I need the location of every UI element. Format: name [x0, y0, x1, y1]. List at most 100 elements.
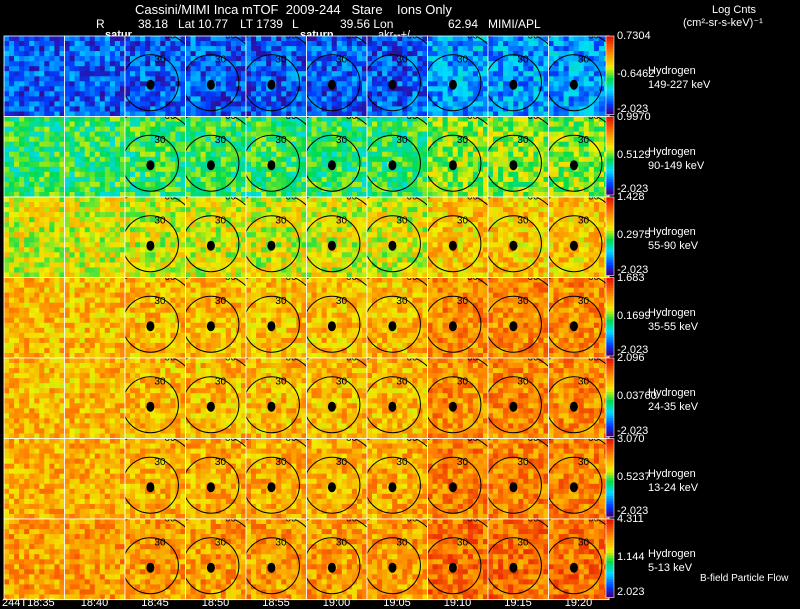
- contour-label: 60: [164, 192, 176, 203]
- time-label: 244T18:35: [2, 597, 55, 609]
- planet-marker: [509, 401, 518, 412]
- planet-marker: [388, 562, 397, 573]
- species-name: Hydrogen: [648, 548, 696, 560]
- contour-label: 30: [336, 457, 348, 468]
- colorbar-max: 2.096: [617, 352, 645, 364]
- contour-label: 30: [275, 296, 287, 307]
- contour-label: 60: [346, 433, 358, 444]
- contour-label: 30: [578, 538, 590, 549]
- contour-30: [427, 456, 482, 514]
- colorbar-min: -2.023: [617, 424, 649, 437]
- contour-label: 60: [164, 31, 176, 42]
- image-cell: 30 60: [185, 116, 247, 198]
- contour-label: 30: [457, 296, 469, 307]
- planet-marker: [267, 79, 276, 90]
- contour-30: [306, 376, 361, 434]
- planet-marker: [267, 401, 276, 412]
- planet-marker: [569, 562, 578, 573]
- colorbar-max: 1.683: [617, 271, 645, 284]
- image-cell: 30 60: [366, 35, 429, 118]
- species-name: Hydrogen: [648, 467, 696, 480]
- species-name: Hydrogen: [648, 387, 696, 399]
- planet-marker: [448, 321, 457, 332]
- contour-label: 30: [154, 55, 166, 66]
- last-value: 62.94: [448, 17, 479, 31]
- image-cell: 30 60: [548, 272, 610, 359]
- lon-text: 39.56 Lon: [340, 17, 394, 31]
- contour-30: [488, 537, 542, 595]
- colorbar-min: -2.023: [617, 344, 649, 356]
- image-cell: 30 60: [124, 192, 187, 279]
- contour-label: 60: [225, 353, 237, 364]
- contour-label: 30: [215, 296, 227, 307]
- planet-marker: [327, 562, 336, 573]
- contour-label: 30: [396, 377, 408, 388]
- contour-label: 60: [285, 514, 297, 525]
- contour-label: 30: [517, 216, 529, 227]
- planet-marker: [388, 321, 397, 332]
- image-cell: 30 60: [487, 116, 550, 198]
- contour-30: [246, 215, 300, 273]
- planet-marker: [388, 482, 397, 493]
- energy-range: 149-227 keV: [648, 79, 711, 91]
- contour-label: 60: [406, 272, 418, 283]
- contour-label: 60: [467, 353, 479, 364]
- contour-label: 30: [154, 216, 166, 227]
- image-cell: 30 60: [124, 438, 187, 520]
- planet-marker: [569, 321, 578, 332]
- planet-marker: [327, 321, 336, 332]
- energy-channel-label: Hydrogen 35-55 keV: [648, 306, 698, 334]
- lt-text: LT 1739: [240, 17, 283, 31]
- image-cell: 30 60: [124, 116, 187, 198]
- image-cell: 30 60: [548, 357, 610, 440]
- planet-marker: [146, 79, 155, 90]
- colorbar-mid: 0.03760: [617, 390, 657, 402]
- contour-label: 60: [588, 272, 600, 283]
- image-cell: [64, 518, 126, 601]
- planet-marker: [146, 321, 155, 332]
- planet-marker: [327, 482, 336, 493]
- contour-label: 60: [527, 192, 539, 203]
- planet-marker: [206, 482, 215, 493]
- contour-label: 30: [215, 135, 227, 146]
- colorbar-max: 3.070: [617, 432, 645, 445]
- contour-30: [306, 134, 361, 192]
- contour-30: [306, 54, 361, 112]
- contour-label: 30: [275, 457, 287, 468]
- contour-30: [185, 537, 240, 595]
- colorbar: [605, 438, 615, 518]
- image-cell: 30 60: [124, 518, 187, 601]
- contour-30: [246, 134, 300, 192]
- image-cell: [64, 35, 126, 118]
- units-line-2: (cm²-sr-s-keV)⁻¹: [683, 17, 763, 29]
- contour-label: 30: [457, 135, 469, 146]
- image-cell: 30 60: [306, 196, 368, 279]
- contour-label: 30: [336, 216, 348, 227]
- contour-30: [488, 54, 542, 112]
- r-value: 38.18: [138, 17, 169, 31]
- image-cell: 30 60: [548, 438, 610, 520]
- lat-text: Lat 10.77: [178, 17, 229, 31]
- contour-label: 30: [457, 216, 469, 227]
- contour-label: 30: [457, 55, 469, 66]
- contour-30: [427, 134, 482, 192]
- image-cell: 30 60: [124, 277, 187, 359]
- contour-label: 30: [336, 538, 348, 549]
- image-cell: 30 60: [366, 518, 429, 601]
- image-cell: [3, 277, 66, 359]
- planet-marker: [267, 160, 276, 171]
- contour-30: [185, 215, 240, 273]
- contour-label: 60: [285, 31, 297, 42]
- contour-label: 60: [285, 353, 297, 364]
- colorbar-min: 2.023: [617, 585, 645, 598]
- contour-label: 30: [215, 377, 227, 388]
- time-label: 19:10: [443, 597, 472, 609]
- energy-channel-label: Hydrogen 55-90 keV: [648, 225, 698, 253]
- contour-label: 30: [578, 377, 590, 388]
- contour-30: [185, 376, 240, 434]
- image-cell: 30 60: [185, 277, 247, 359]
- contour-label: 60: [527, 433, 539, 444]
- contour-label: 30: [154, 377, 166, 388]
- colorbar-mid: 0.2975: [617, 229, 651, 241]
